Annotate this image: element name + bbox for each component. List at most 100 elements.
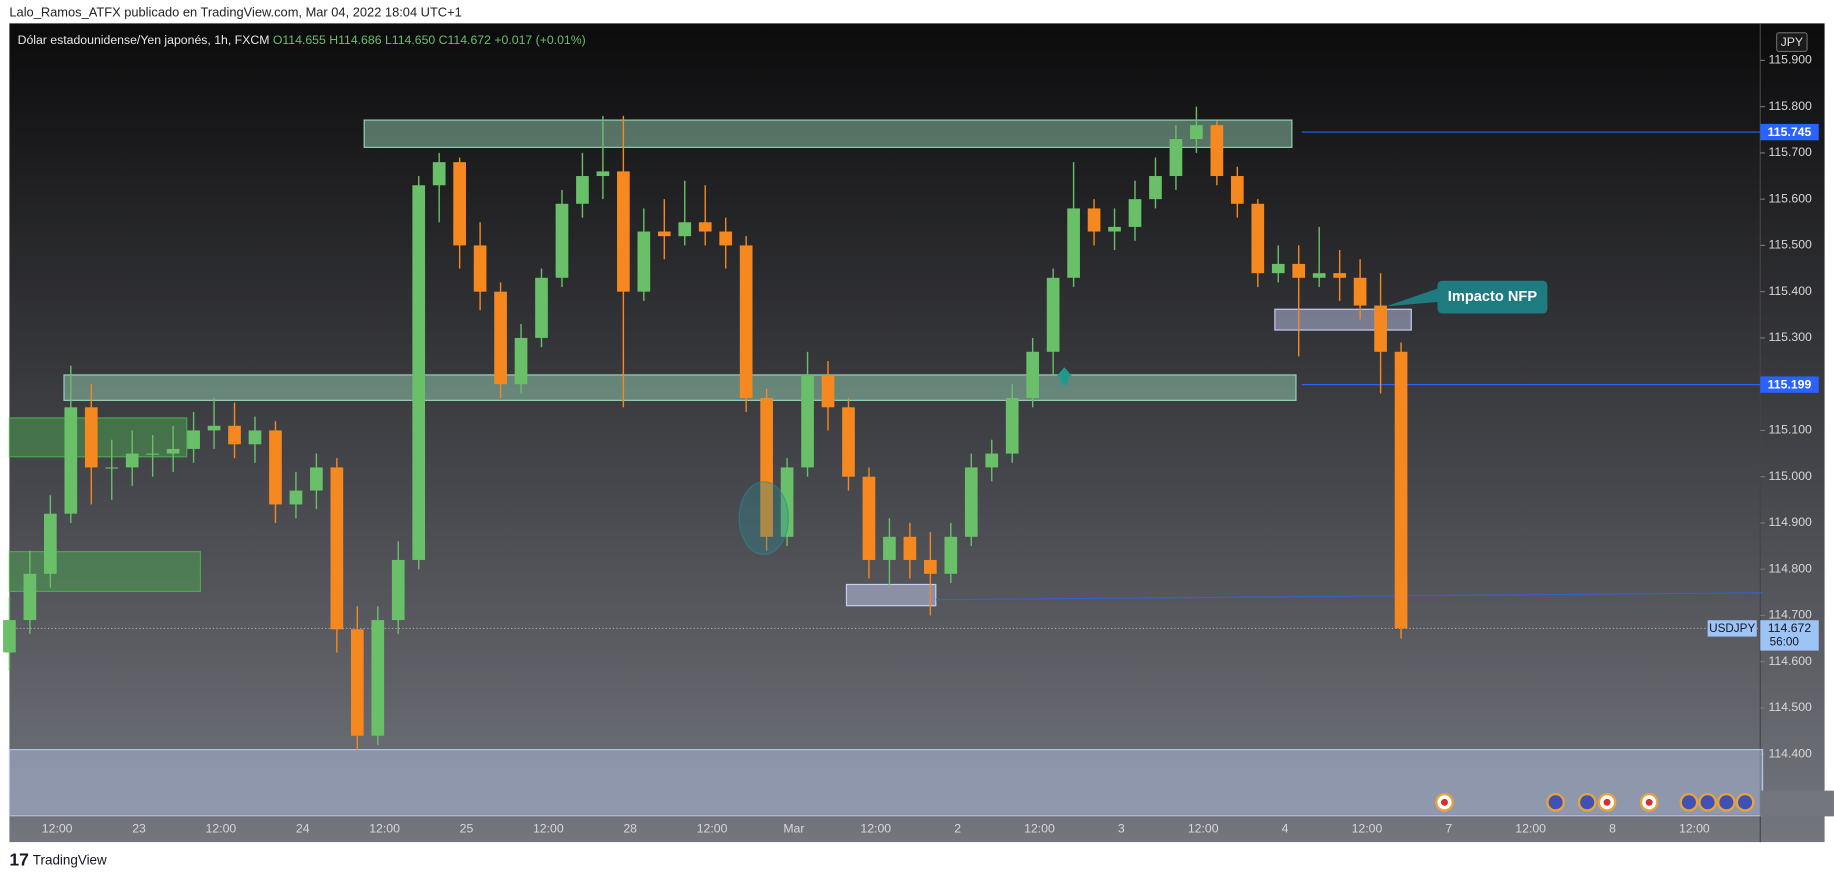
- y-tick-label: 114.800: [1768, 561, 1812, 575]
- y-tick-label: 115.400: [1768, 284, 1812, 298]
- candle-body: [842, 407, 855, 477]
- candle-body: [289, 490, 303, 505]
- candle-body: [84, 407, 98, 468]
- candle-body: [985, 453, 999, 468]
- candle-body: [453, 162, 466, 246]
- x-tick-label: 12:00: [206, 821, 237, 835]
- event-icons: [1435, 792, 1755, 812]
- candle-body: [105, 467, 119, 469]
- price-line-tag: [1760, 123, 1819, 141]
- candle-body: [698, 222, 712, 232]
- event-icon[interactable]: [1698, 792, 1717, 812]
- candle-body: [862, 476, 876, 560]
- candle-body: [1210, 125, 1224, 177]
- y-tick-label: 115.500: [1768, 238, 1812, 252]
- y-tick-label: 115.600: [1768, 191, 1812, 205]
- candle-body: [1005, 398, 1019, 454]
- candle-body: [187, 430, 200, 449]
- candle-body: [166, 448, 180, 454]
- candle-body: [1271, 263, 1285, 274]
- candle-body: [637, 231, 651, 292]
- candle-body: [391, 559, 405, 621]
- x-tick-label: 12:00: [697, 821, 728, 835]
- candle-body: [228, 425, 241, 445]
- y-tick-label: 114.900: [1768, 515, 1812, 529]
- event-icon[interactable]: [1735, 792, 1755, 812]
- event-dot: [1645, 798, 1653, 806]
- legend-change: +0.017 (+0.01%): [494, 33, 585, 47]
- zone: [8, 749, 1764, 817]
- event-dot: [1603, 798, 1611, 806]
- y-tick-label: 115.800: [1768, 99, 1812, 113]
- candle-body: [514, 337, 528, 385]
- candle-body: [248, 430, 262, 445]
- x-tick-label: 28: [623, 821, 637, 835]
- last-price-tag: [1760, 620, 1819, 651]
- x-tick-label: 4: [1282, 821, 1289, 835]
- candle-body: [3, 620, 16, 653]
- candle-body: [821, 374, 835, 408]
- candle-body: [1046, 277, 1060, 352]
- candle-body: [780, 467, 794, 537]
- candle-body: [1353, 277, 1367, 306]
- event-icon[interactable]: [1716, 792, 1736, 812]
- legend-open: O114.655: [273, 33, 326, 47]
- y-tick-label: 115.900: [1768, 53, 1812, 67]
- publisher-line: Lalo_Ramos_ATFX publicado en TradingView…: [9, 4, 461, 19]
- candle-body: [473, 245, 487, 292]
- x-tick-label: 8: [1609, 821, 1616, 835]
- candle-body: [1230, 176, 1244, 204]
- symbol-legend: Dólar estadounidense/Yen japonés, 1h, FX…: [18, 33, 586, 47]
- candle-body: [1292, 263, 1306, 278]
- callout-box: [1437, 280, 1548, 314]
- candle-body: [269, 430, 282, 505]
- candle-body: [310, 467, 323, 491]
- candle-body: [412, 185, 426, 560]
- zone: [1274, 308, 1412, 331]
- event-icon[interactable]: [1546, 792, 1565, 812]
- trend-line: [935, 592, 1763, 601]
- price-line-label: 115.199: [1768, 377, 1812, 391]
- legend-low: L114.650: [385, 33, 435, 47]
- candle-body: [760, 398, 773, 537]
- up-arrow: [1056, 367, 1073, 385]
- zone: [63, 374, 1297, 401]
- symbol-name: Dólar estadounidense/Yen japonés, 1h, FX…: [18, 33, 270, 47]
- y-tick-label: 115.700: [1768, 145, 1812, 159]
- candle-body: [1169, 139, 1183, 177]
- candle-body: [1067, 208, 1080, 278]
- currency-label: JPY: [1781, 35, 1804, 49]
- candle-body: [494, 291, 507, 385]
- candle-body: [207, 425, 221, 431]
- zone: [8, 551, 202, 592]
- y-tick-label: 115.300: [1768, 330, 1812, 344]
- x-tick-label: 12:00: [1352, 821, 1383, 835]
- candle-body: [64, 407, 78, 514]
- candle-body: [657, 231, 671, 237]
- logo-mark: 17: [9, 849, 29, 869]
- event-icon[interactable]: [1679, 792, 1699, 812]
- symbol-label: USDJPY: [1709, 622, 1755, 635]
- x-tick-label: 2: [954, 821, 961, 835]
- event-dot: [1440, 798, 1448, 806]
- candle-body: [1394, 351, 1408, 629]
- candle-body: [330, 467, 344, 630]
- zone: [363, 119, 1293, 148]
- zone: [8, 417, 188, 458]
- candle-body: [125, 453, 139, 468]
- x-tick-label: 12:00: [860, 821, 891, 835]
- y-tick-label: 115.000: [1768, 469, 1812, 483]
- y-tick-label: 114.600: [1768, 654, 1812, 668]
- event-icon[interactable]: [1577, 792, 1597, 812]
- x-tick-label: 12:00: [1188, 821, 1219, 835]
- price-line-tag: [1760, 376, 1819, 393]
- candle-body: [1312, 273, 1326, 278]
- candle-body: [944, 536, 958, 574]
- plot-area: 115.900 115.800 115.700 115.600 115.500 115.4…: [3, 53, 1819, 835]
- x-tick-label: 12:00: [1515, 821, 1546, 835]
- candle-body: [576, 176, 589, 204]
- y-tick-label: 114.500: [1768, 700, 1812, 714]
- currency-box[interactable]: [1776, 32, 1808, 53]
- highlight-ellipse: [738, 481, 789, 555]
